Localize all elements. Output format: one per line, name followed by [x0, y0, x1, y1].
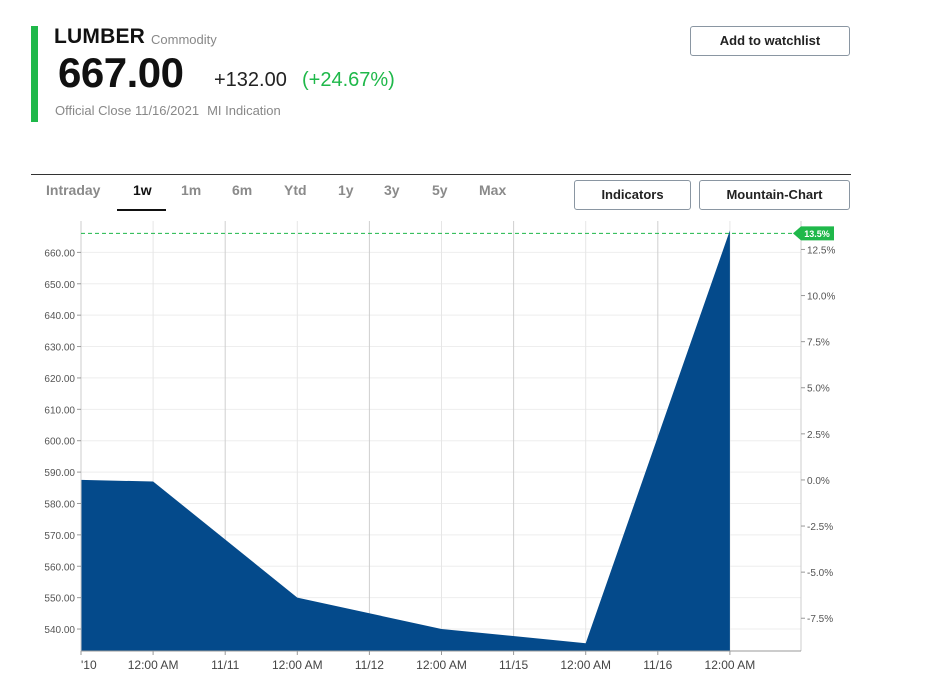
right-tick-label: -5.0% — [807, 568, 833, 579]
tab-intraday[interactable]: Intraday — [46, 182, 101, 198]
tab-max[interactable]: Max — [479, 182, 507, 198]
indicators-button[interactable]: Indicators — [574, 180, 691, 210]
x-tick-label: 12:00 AM — [705, 658, 756, 672]
x-tick-label: 11/12 — [355, 658, 384, 672]
x-tick-label: 12:00 AM — [128, 658, 179, 672]
series-area — [81, 230, 730, 651]
right-tick-label: -2.5% — [807, 522, 833, 533]
x-tick-label: 12:00 AM — [560, 658, 611, 672]
right-tick-label: 0.0% — [807, 476, 830, 487]
official-close-line: Official Close 11/16/2021 MI Indication — [55, 103, 281, 118]
right-tick-label: 12.5% — [807, 245, 835, 256]
x-tick-label: 12:00 AM — [416, 658, 467, 672]
x-tick-label: 11/16 — [643, 658, 672, 672]
right-tick-label: -7.5% — [807, 614, 833, 625]
tab-1w[interactable]: 1w — [133, 182, 152, 198]
y-tick-label: 650.00 — [44, 280, 75, 291]
accent-bar — [31, 26, 38, 122]
active-tab-underline — [117, 209, 166, 211]
current-value-label: 13.5% — [804, 229, 830, 239]
y-tick-label: 630.00 — [44, 343, 75, 354]
tab-ytd[interactable]: Ytd — [284, 182, 307, 198]
y-tick-label: 590.00 — [44, 468, 75, 479]
official-close-label: Official Close 11/16/2021 — [55, 103, 200, 118]
y-tick-label: 620.00 — [44, 374, 75, 385]
x-tick-label: 11/15 — [499, 658, 528, 672]
price-change: +132.00 — [214, 69, 287, 91]
x-tick-label: 11/11 — [211, 658, 240, 672]
y-tick-label: 610.00 — [44, 405, 75, 416]
x-tick-label: 12:00 AM — [272, 658, 323, 672]
x-tick-label: '10 — [81, 658, 97, 672]
y-tick-label: 560.00 — [44, 562, 75, 573]
y-tick-label: 580.00 — [44, 499, 75, 510]
tab-5y[interactable]: 5y — [432, 182, 448, 198]
current-value-badge — [793, 226, 834, 241]
y-tick-label: 540.00 — [44, 625, 75, 636]
right-tick-label: 7.5% — [807, 338, 830, 349]
last-price: 667.00 — [58, 49, 184, 96]
chart-type-button[interactable]: Mountain-Chart — [699, 180, 850, 210]
y-tick-label: 640.00 — [44, 311, 75, 322]
instrument-type: Commodity — [151, 32, 217, 47]
add-to-watchlist-button[interactable]: Add to watchlist — [690, 26, 850, 56]
tab-3y[interactable]: 3y — [384, 182, 400, 198]
y-tick-label: 570.00 — [44, 531, 75, 542]
y-tick-label: 550.00 — [44, 594, 75, 605]
tabs-top-border — [31, 174, 851, 175]
right-tick-label: 10.0% — [807, 292, 835, 303]
tab-6m[interactable]: 6m — [232, 182, 253, 198]
tab-1m[interactable]: 1m — [181, 182, 202, 198]
right-tick-label: 5.0% — [807, 384, 830, 395]
indication-label: MI Indication — [207, 103, 281, 118]
price-change-percent: (+24.67%) — [302, 69, 395, 91]
tab-1y[interactable]: 1y — [338, 182, 354, 198]
symbol: LUMBER — [54, 25, 146, 48]
y-tick-label: 600.00 — [44, 437, 75, 448]
y-tick-label: 660.00 — [44, 248, 75, 259]
right-tick-label: 2.5% — [807, 430, 830, 441]
